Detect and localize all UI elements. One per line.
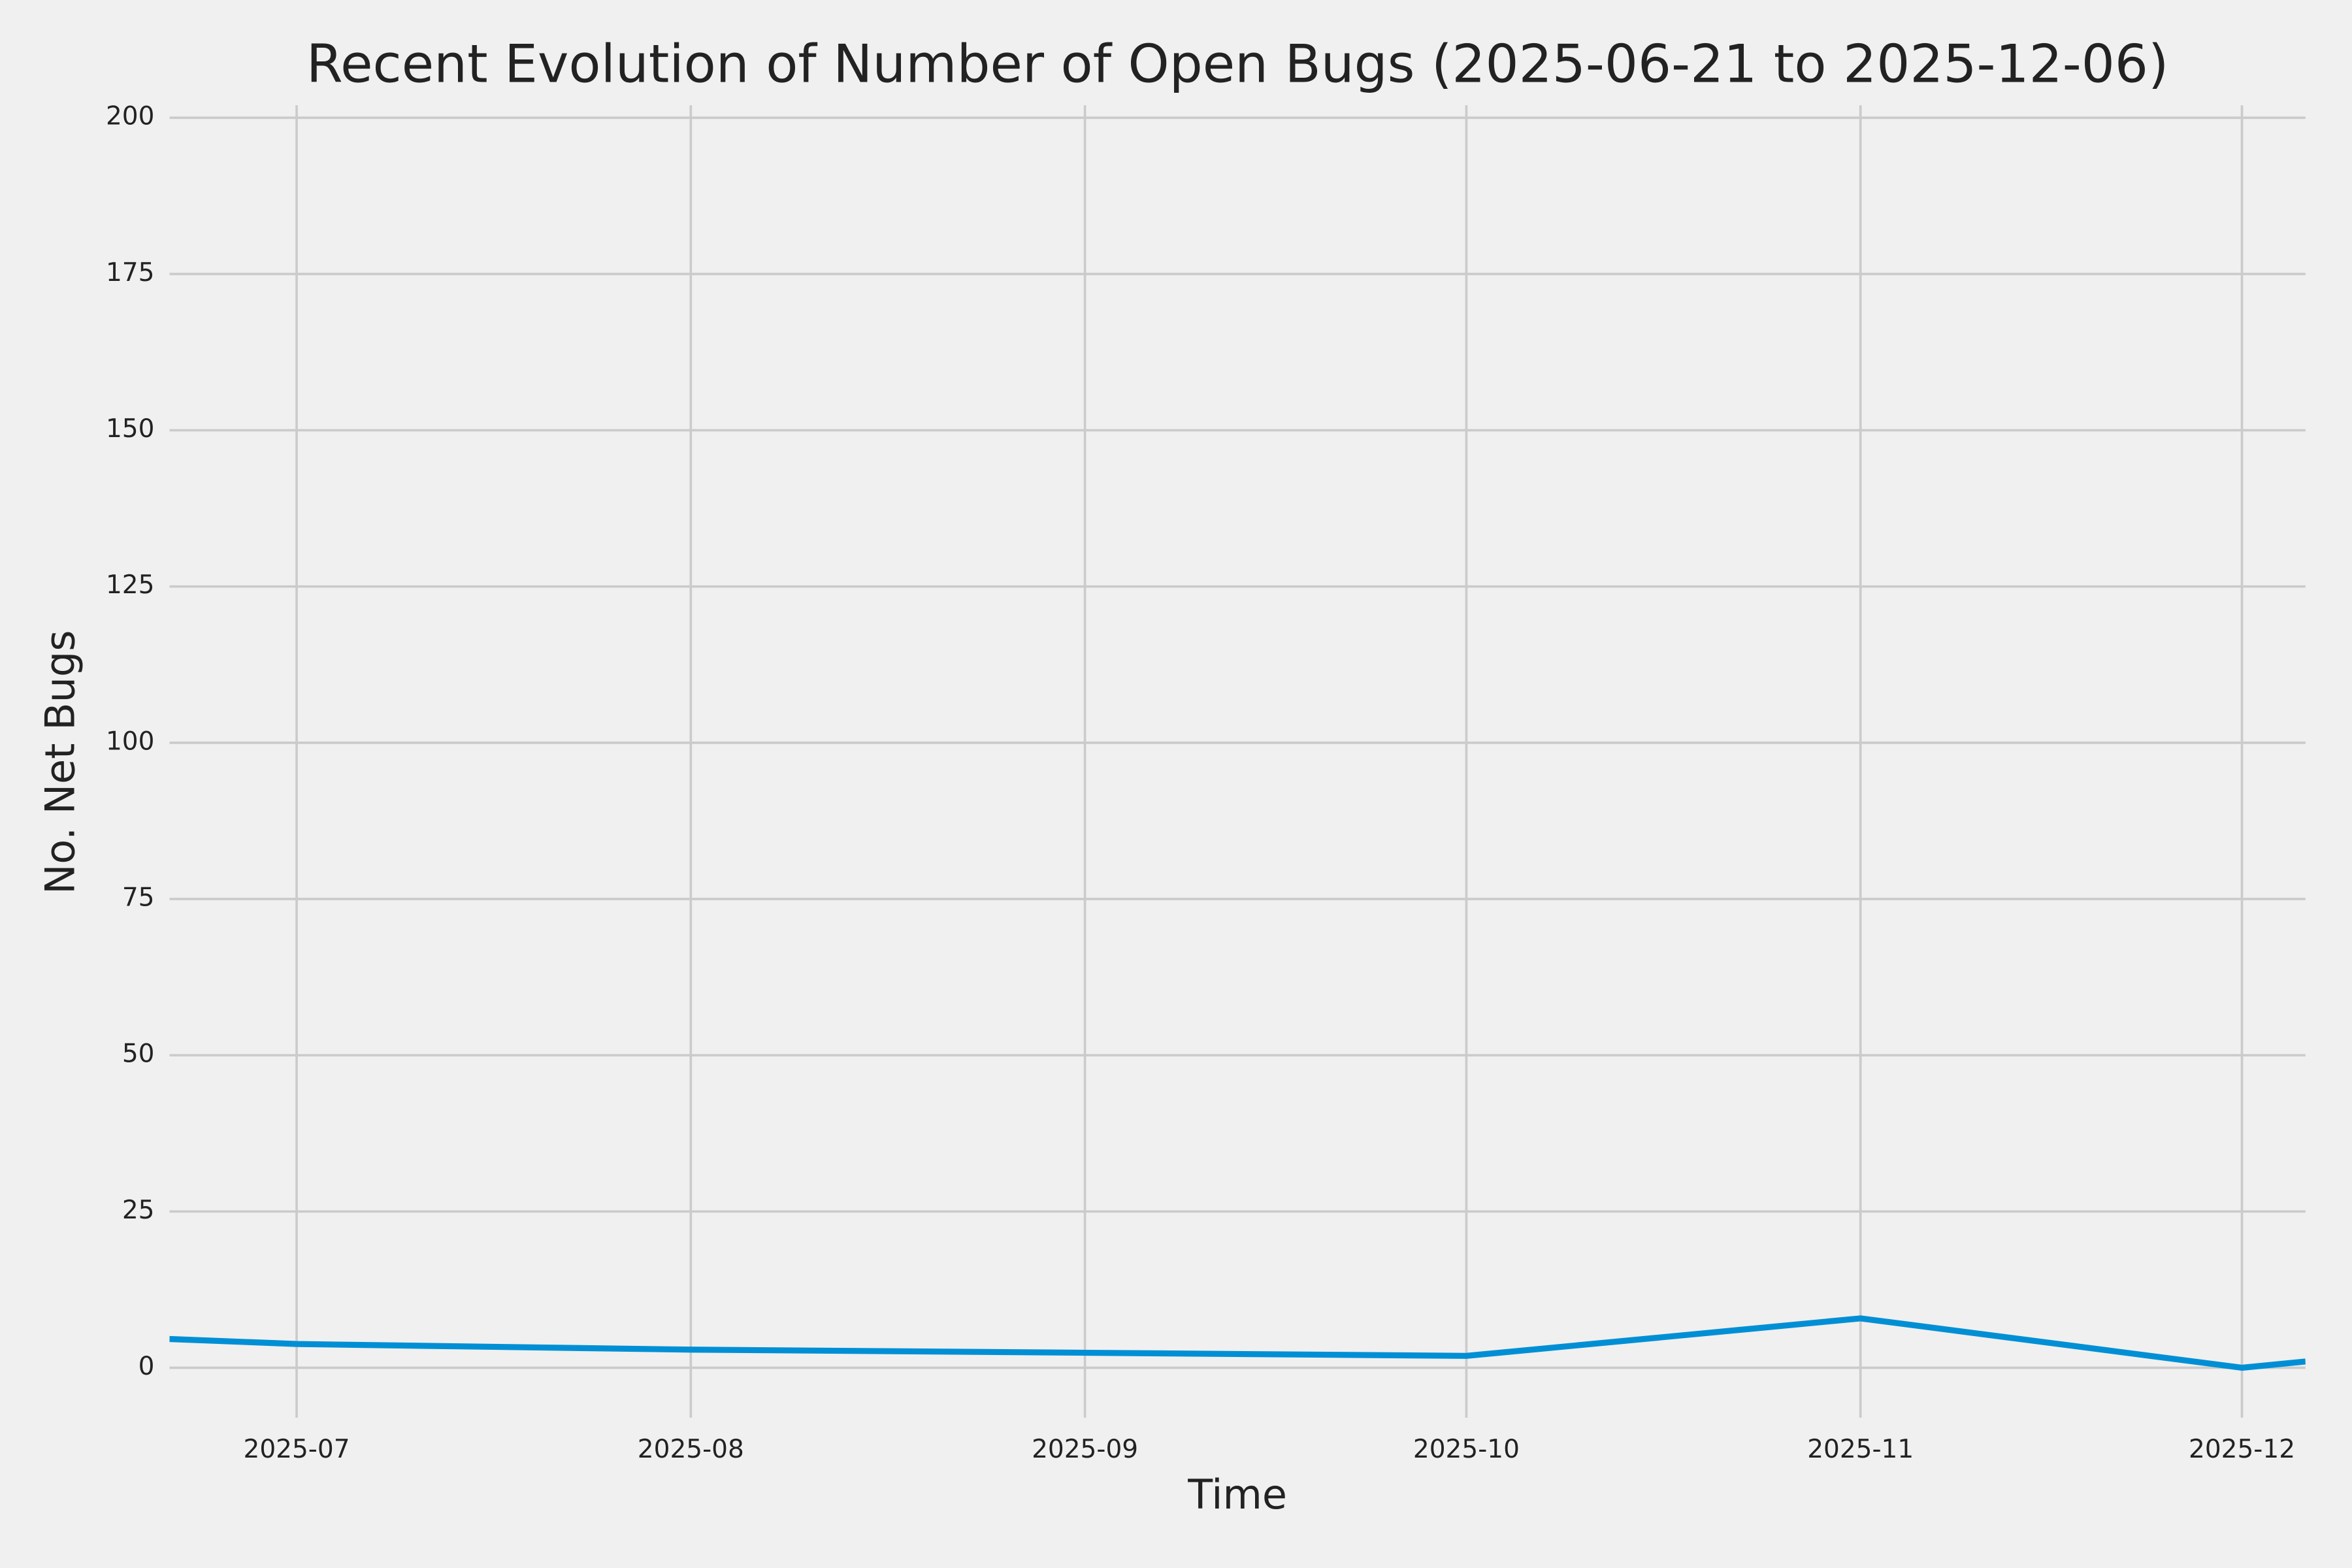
y-tick-label: 200 [106, 102, 154, 131]
y-tick-label: 75 [122, 883, 155, 913]
x-tick-label: 2025-12 [2189, 1435, 2295, 1464]
y-tick-label: 150 [106, 414, 154, 444]
x-tick-label: 2025-11 [1807, 1435, 1914, 1464]
y-tick-label: 25 [122, 1196, 155, 1225]
y-tick-label: 100 [106, 727, 154, 756]
y-tick-label: 0 [139, 1352, 155, 1381]
x-tick-label: 2025-08 [638, 1435, 744, 1464]
data-line [169, 1315, 2306, 1371]
y-tick-label: 175 [106, 258, 154, 287]
y-tick-label: 125 [106, 570, 154, 600]
x-tick-label: 2025-10 [1413, 1435, 1520, 1464]
y-axis-label: No. Net Bugs [37, 630, 84, 894]
y-tick-label: 50 [122, 1039, 155, 1069]
x-tick-label: 2025-07 [244, 1435, 350, 1464]
x-tick-label: 2025-09 [1032, 1435, 1138, 1464]
chart-title: Recent Evolution of Number of Open Bugs … [306, 33, 2168, 95]
x-axis-label: Time [1187, 1471, 1287, 1518]
